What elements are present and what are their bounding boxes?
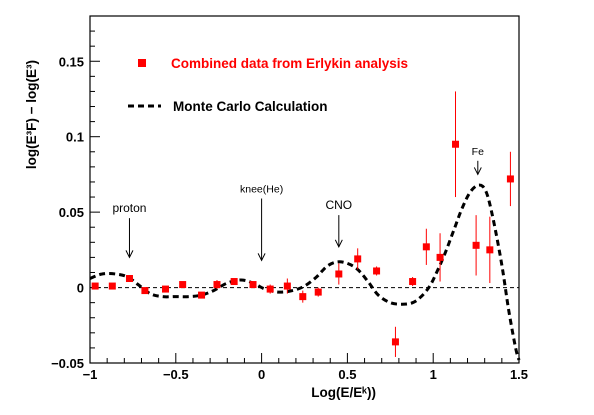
data-marker <box>213 281 221 289</box>
data-point <box>354 248 362 270</box>
data-point <box>162 285 170 293</box>
x-axis-title: Log(E/Eᵏ)) <box>311 385 376 400</box>
annotation-label: knee(He) <box>240 184 283 196</box>
data-point <box>506 151 514 207</box>
data-marker <box>354 255 362 263</box>
y-tick-label: 0.1 <box>66 130 84 145</box>
annotations: proton knee(He) CNO Fe <box>112 146 484 262</box>
annotation-label: CNO <box>325 198 352 212</box>
x-tick-label: 1.5 <box>510 367 528 382</box>
data-point <box>373 266 381 276</box>
data-marker <box>422 243 430 251</box>
data-marker <box>179 281 187 289</box>
data-marker <box>91 282 99 290</box>
data-marker <box>472 241 480 249</box>
data-point <box>335 263 343 285</box>
data-point <box>213 280 221 290</box>
arrow-head <box>473 167 482 176</box>
data-point <box>436 233 444 282</box>
data-marker <box>506 175 514 183</box>
annotation-label: proton <box>112 201 146 215</box>
data-point <box>422 228 430 265</box>
data-marker <box>162 285 170 293</box>
arrow-head <box>334 239 343 248</box>
data-point <box>452 91 460 198</box>
data-marker <box>283 282 291 290</box>
data-point <box>486 216 494 284</box>
x-tick-label: 1 <box>430 367 437 382</box>
data-marker <box>299 293 307 301</box>
data-marker <box>452 140 460 148</box>
legend-label-data: Combined data from Erlykin analysis <box>171 56 408 71</box>
data-marker <box>141 287 149 295</box>
data-marker <box>198 291 206 299</box>
data-point <box>91 282 99 290</box>
data-point <box>125 275 133 283</box>
y-tick-label: 0.15 <box>59 54 84 69</box>
data-marker <box>335 270 343 278</box>
plot-frame <box>89 15 520 364</box>
data-point <box>266 284 274 294</box>
data-point <box>141 287 149 295</box>
data-marker <box>108 282 116 290</box>
data-marker <box>314 288 322 296</box>
data-point <box>108 282 116 290</box>
data-marker <box>486 246 494 254</box>
data-point <box>198 291 206 299</box>
data-point <box>249 281 257 289</box>
monte-carlo-curve <box>89 183 521 361</box>
legend-label-curve: Monte Carlo Calculation <box>173 99 328 114</box>
y-axis-title: log(E³F) − log(E³) <box>24 60 39 169</box>
x-tick-label: −0.5 <box>163 367 189 382</box>
legend-marker-data <box>138 59 146 67</box>
x-tick-label: 0.5 <box>338 367 356 382</box>
data-marker <box>391 338 399 346</box>
data-points <box>91 91 514 357</box>
x-tick-label: −1 <box>83 367 98 382</box>
y-tick-label: 0.05 <box>59 205 84 220</box>
arrow-head <box>125 250 134 259</box>
y-tick-label: −0.05 <box>51 356 84 371</box>
data-marker <box>436 253 444 261</box>
data-marker <box>266 285 274 293</box>
data-point <box>283 278 291 294</box>
monte-carlo-line <box>89 183 521 361</box>
data-marker <box>230 278 238 286</box>
x-tick-label: 0 <box>258 367 265 382</box>
annotation-label: Fe <box>472 146 484 158</box>
y-tick-label: 0 <box>77 281 84 296</box>
data-marker <box>373 267 381 275</box>
arrow-head <box>257 253 266 262</box>
data-point <box>179 281 187 289</box>
data-point <box>230 278 238 286</box>
data-point <box>409 277 417 287</box>
data-point <box>391 326 399 357</box>
data-marker <box>249 281 257 289</box>
data-marker <box>409 278 417 286</box>
data-marker <box>125 275 133 283</box>
data-point <box>314 287 322 297</box>
data-point <box>472 215 480 276</box>
data-point <box>299 290 307 303</box>
legend: Combined data from Erlykin analysis Mont… <box>128 56 408 114</box>
